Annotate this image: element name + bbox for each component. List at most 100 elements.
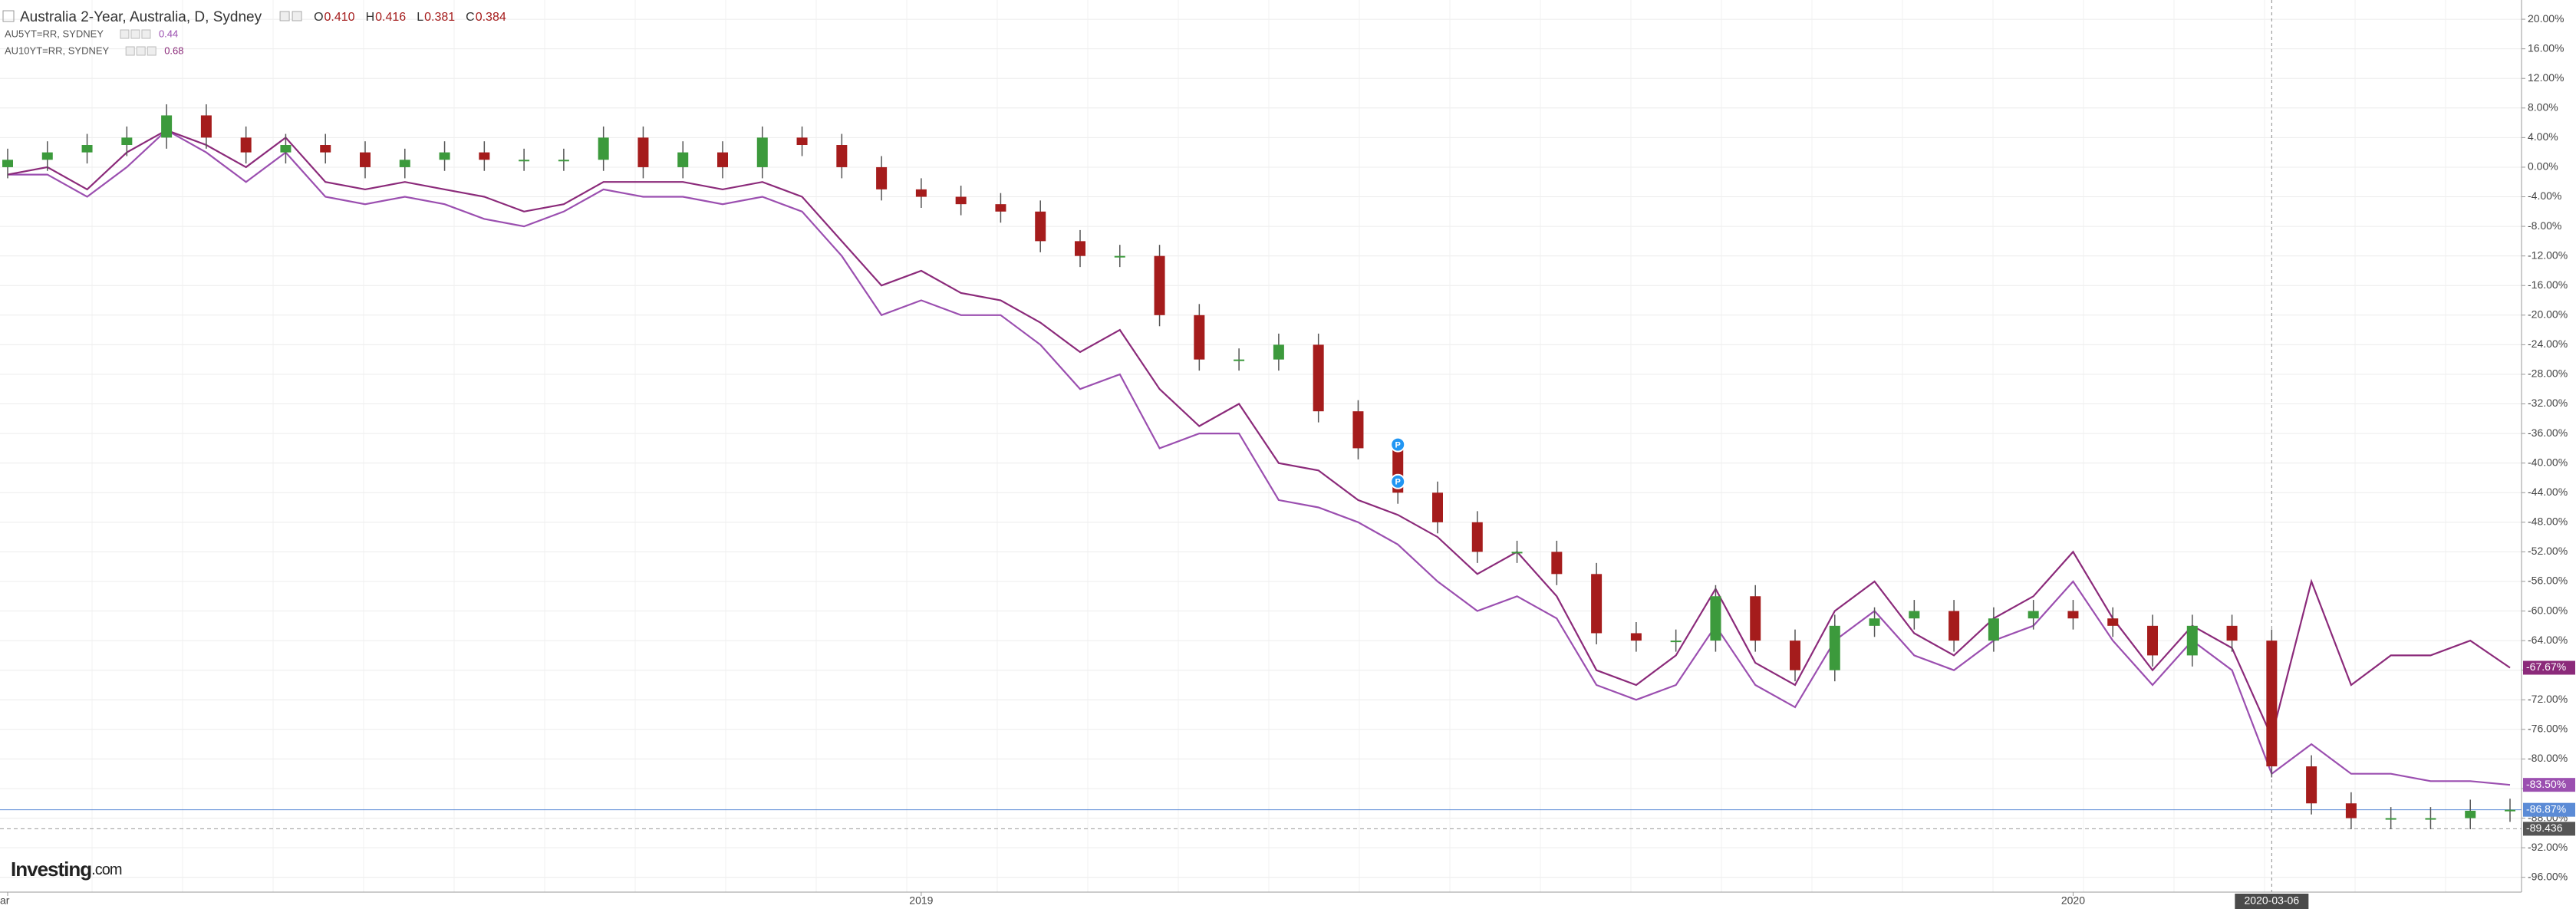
legend-icon	[141, 29, 151, 39]
candle-body	[1194, 315, 1205, 360]
candle-body	[2425, 818, 2436, 820]
candle-body	[1035, 211, 1046, 242]
y-tick-label: -28.00%	[2528, 367, 2568, 380]
grid	[0, 0, 2522, 892]
y-tick-label: 20.00%	[2528, 12, 2564, 25]
candle-body	[1075, 241, 1085, 256]
candle-body	[1234, 359, 1245, 361]
candle-body	[637, 137, 649, 167]
y-tick-label: -80.00%	[2528, 752, 2568, 764]
candle-body	[1630, 633, 1642, 641]
value-badge-label: -67.67%	[2526, 660, 2566, 673]
y-tick-label: 12.00%	[2528, 71, 2564, 84]
collapse-icon[interactable]	[2, 10, 15, 22]
event-marker	[1390, 473, 1406, 489]
value-badge	[2523, 778, 2575, 792]
candle-body	[1750, 596, 1761, 641]
candle-body	[2306, 766, 2317, 804]
candle-body	[598, 137, 609, 160]
y-tick-label: -76.00%	[2528, 723, 2568, 735]
legend-icon	[147, 46, 156, 56]
candle-body	[1154, 255, 1165, 315]
candle-body	[2345, 803, 2357, 818]
logo: Investing.com	[11, 858, 122, 881]
y-tick-label: -20.00%	[2528, 308, 2568, 321]
candle-body	[1829, 625, 1840, 670]
event-marker-label: P	[1395, 478, 1401, 487]
candle-body	[876, 166, 888, 189]
chart-title: Australia 2-Year, Australia, D, Sydney	[20, 9, 262, 25]
candle-body	[479, 152, 490, 160]
logo-suffix: .com	[91, 861, 122, 878]
x-tick-label: 2020	[2061, 894, 2085, 907]
logo-main: Investing	[11, 858, 91, 881]
crosshair-label-bg	[2235, 894, 2309, 909]
y-tick-label: -24.00%	[2528, 338, 2568, 350]
y-tick-label: -72.00%	[2528, 693, 2568, 705]
candle-body	[1114, 255, 1125, 258]
y-tick-label: 4.00%	[2528, 130, 2558, 143]
y-tick-label: -92.00%	[2528, 841, 2568, 853]
y-tick-label: -8.00%	[2528, 219, 2561, 232]
y-tick-label: -48.00%	[2528, 515, 2568, 528]
candle-body	[1869, 618, 1880, 626]
legend-icon	[125, 46, 135, 56]
candle-body	[121, 137, 133, 146]
x-tick-label: ar	[0, 894, 10, 907]
candle-body	[2505, 809, 2515, 812]
axis: 20.00% 16.00% 12.00% 8.00% 4.00% 0.00% -4.00% -…	[0, 12, 2575, 909]
candle-body	[677, 152, 689, 167]
y-tick-label: -56.00%	[2528, 575, 2568, 587]
candle-body	[360, 152, 371, 167]
legend-icon	[120, 29, 130, 39]
candle-body	[955, 196, 967, 205]
candle-body	[756, 137, 768, 167]
candle-body	[717, 152, 728, 167]
y-tick-label: -60.00%	[2528, 604, 2568, 616]
value-badge-label: -83.50%	[2526, 778, 2566, 790]
candle-body	[200, 115, 212, 138]
legend-icon	[136, 46, 146, 56]
candle-body	[1909, 611, 1920, 619]
ohlc-label: H	[366, 11, 375, 24]
x-tick-label: 2019	[909, 894, 933, 907]
candle-body	[1352, 411, 1364, 449]
header: Australia 2-Year, Australia, D, Sydney O…	[2, 9, 506, 56]
ohlc-label: C	[466, 11, 475, 24]
candle-body	[1948, 611, 1960, 641]
candle-body	[161, 115, 173, 138]
candle-body	[1591, 574, 1603, 634]
event-marker-label: P	[1395, 440, 1401, 450]
y-tick-label: -32.00%	[2528, 397, 2568, 409]
y-tick-label: -52.00%	[2528, 545, 2568, 557]
event-marker	[1390, 436, 1406, 453]
candle-body	[1710, 596, 1721, 641]
candle-body	[2186, 625, 2198, 656]
candle-body	[81, 145, 93, 153]
series-line	[7, 129, 2511, 739]
y-tick-label: -36.00%	[2528, 427, 2568, 439]
ohlc-value: 0.384	[476, 11, 506, 24]
candle-body	[280, 145, 292, 153]
y-tick-label: -4.00%	[2528, 189, 2561, 202]
value-badge	[2523, 802, 2575, 817]
candle-body	[1273, 344, 1284, 360]
y-tick-label: -96.00%	[2528, 870, 2568, 882]
ohlc-label: O	[314, 11, 323, 24]
candle-body	[1511, 552, 1523, 554]
ohlc-value: 0.416	[375, 11, 406, 24]
candle-body	[1471, 522, 1483, 552]
candle-body	[41, 152, 53, 160]
legend-name: AU5YT=RR, SYDNEY	[5, 28, 104, 39]
y-tick-label: -40.00%	[2528, 456, 2568, 468]
header-icon	[279, 11, 290, 21]
y-tick-label: -12.00%	[2528, 249, 2568, 261]
candle-body	[1670, 641, 1682, 643]
candle-body	[2147, 625, 2158, 656]
y-tick-label: 0.00%	[2528, 160, 2558, 173]
y-tick-label: 8.00%	[2528, 100, 2558, 113]
candle-body	[320, 145, 331, 153]
candle-body	[519, 160, 530, 162]
candle-body	[1790, 641, 1800, 670]
